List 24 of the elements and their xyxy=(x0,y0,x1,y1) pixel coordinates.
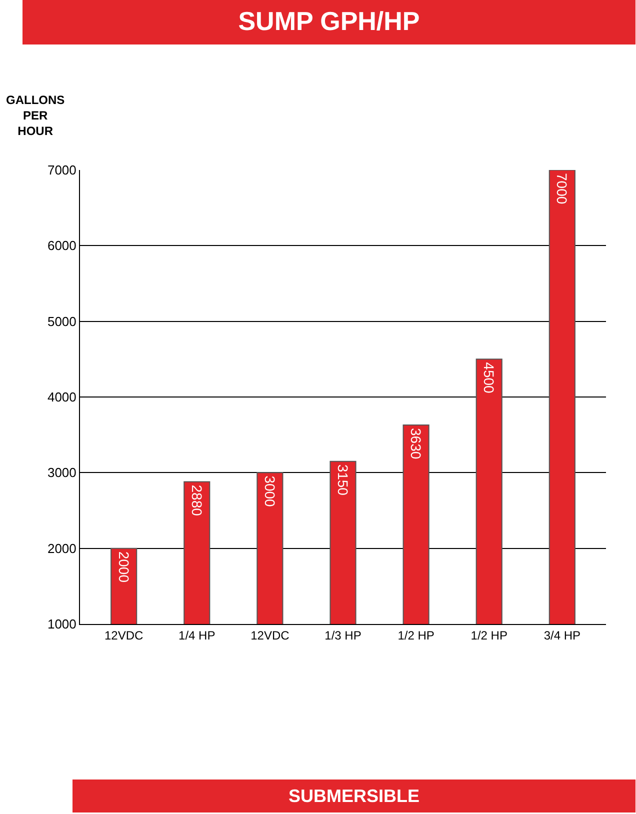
x-tick-label: 1/3 HP xyxy=(324,628,362,642)
y-tick-label: 7000 xyxy=(47,162,76,178)
data-label: 3000 xyxy=(262,476,278,508)
x-tick-label: 1/2 HP xyxy=(398,628,434,642)
data-label: 2000 xyxy=(116,551,132,583)
text: SUBMERSIBLE xyxy=(288,786,420,806)
data-label: 7000 xyxy=(554,173,570,204)
y-axis-title: GALLONS PER HOUR xyxy=(6,93,65,138)
data-label: 2880 xyxy=(188,484,205,516)
data-label: 4500 xyxy=(481,362,498,394)
x-tick-label: 1/4 HP xyxy=(178,628,216,642)
x-tick-label: 1/2 HP xyxy=(470,628,508,642)
x-tick-label: 12VDC xyxy=(250,628,290,642)
y-tick-label: 1000 xyxy=(47,616,76,632)
data-label: 3150 xyxy=(335,464,351,496)
x-tick-label: 12VDC xyxy=(104,628,144,642)
y-tick-label: 4000 xyxy=(47,390,76,405)
y-tick-label: 6000 xyxy=(47,238,76,254)
y-tick-label: 3000 xyxy=(47,465,76,480)
x-tick-label: 3/4 HP xyxy=(544,628,581,642)
y-tick-label: 5000 xyxy=(47,314,76,329)
y-tick-label: 2000 xyxy=(47,540,76,556)
data-label: 3630 xyxy=(408,428,424,460)
chart-title: SUMP GPH/HP xyxy=(238,6,420,36)
